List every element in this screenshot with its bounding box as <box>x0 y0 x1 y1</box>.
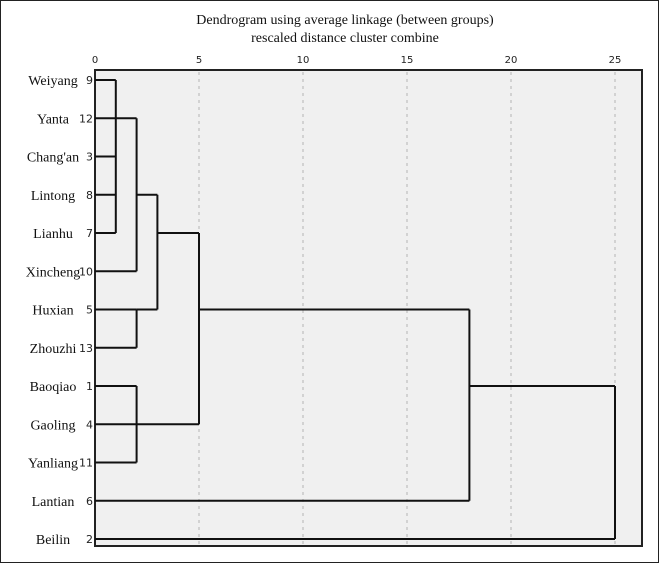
leaf-case-number: 3 <box>86 151 93 164</box>
x-tick-label: 20 <box>505 55 518 66</box>
leaf-label: Beilin <box>36 533 70 548</box>
chart-title: Dendrogram using average linkage (betwee… <box>196 13 494 28</box>
leaf-label: Baoqiao <box>30 380 77 395</box>
leaf-case-number: 8 <box>86 189 93 202</box>
leaf-label: Huxian <box>32 304 73 319</box>
leaf-case-number: 11 <box>79 457 93 470</box>
leaf-case-number: 7 <box>86 227 93 240</box>
leaf-label: Zhouzhi <box>30 342 77 357</box>
x-tick-label: 10 <box>297 55 310 66</box>
leaf-label: Yanliang <box>28 457 78 472</box>
x-tick-label: 25 <box>609 55 622 66</box>
leaf-label: Xincheng <box>26 265 80 280</box>
leaf-case-number: 2 <box>86 533 93 546</box>
leaf-case-number: 10 <box>79 265 93 278</box>
x-tick-label: 5 <box>196 55 202 66</box>
leaf-label: Lintong <box>31 189 75 204</box>
leaf-label: Lianhu <box>33 227 73 242</box>
leaf-case-number: 1 <box>86 380 93 393</box>
leaf-case-number: 5 <box>86 304 93 317</box>
leaf-label: Weiyang <box>28 74 77 89</box>
leaf-case-number: 4 <box>86 418 93 431</box>
leaf-label: Yanta <box>37 112 70 127</box>
leaf-case-number: 13 <box>79 342 93 355</box>
leaf-case-number: 12 <box>79 112 93 125</box>
chart-subtitle: rescaled distance cluster combine <box>251 31 439 46</box>
leaf-case-number: 9 <box>86 74 93 87</box>
x-tick-label: 15 <box>401 55 414 66</box>
leaf-label: Gaoling <box>30 418 75 433</box>
leaf-label: Lantian <box>32 495 75 510</box>
leaf-case-number: 6 <box>86 495 93 508</box>
leaf-label: Chang'an <box>27 151 79 166</box>
x-tick-label: 0 <box>92 55 98 66</box>
plot-area <box>94 69 643 547</box>
